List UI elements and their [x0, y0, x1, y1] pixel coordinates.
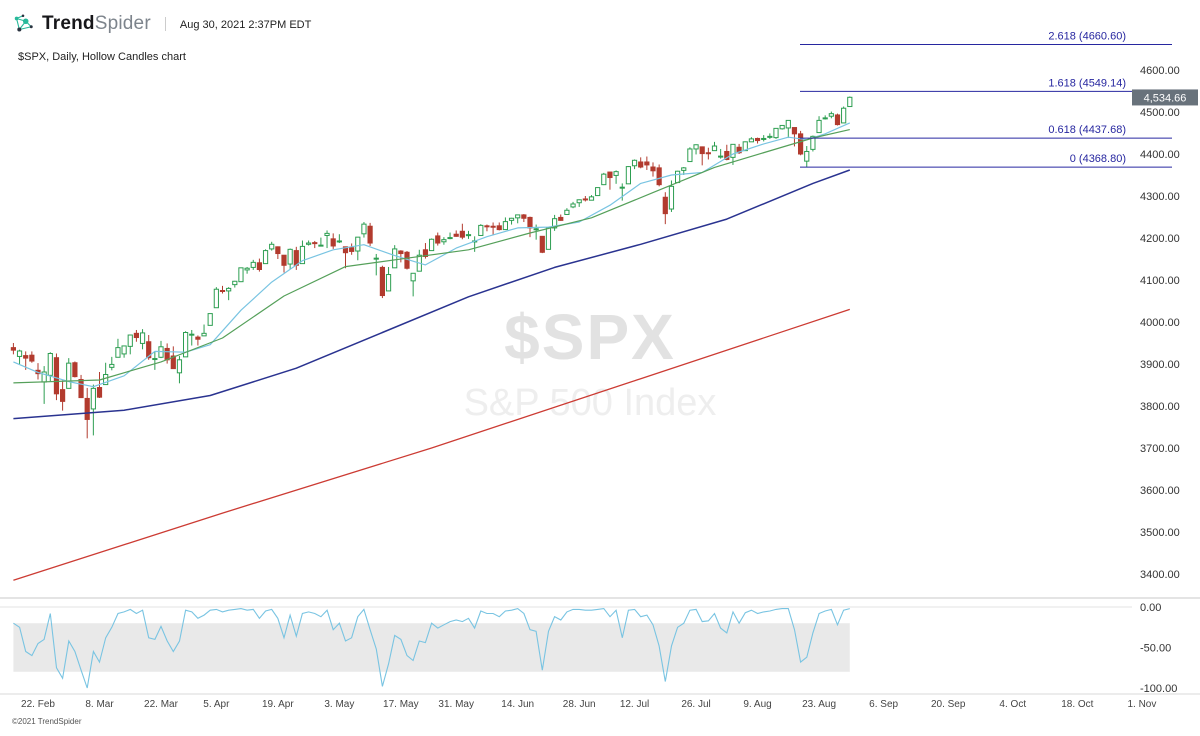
brand-spider: Spider	[94, 13, 151, 34]
ma-line-fast-sma	[13, 122, 851, 388]
date-axis-label: 6. Sep	[869, 699, 898, 710]
brand-name: TrendSpider	[42, 13, 151, 35]
fib-levels[interactable]: 2.618 (4660.60) 1.618 (4549.14) 0.618 (443…	[800, 31, 1172, 168]
fib-level-label: 0 (4368.80)	[1070, 153, 1126, 165]
date-axis-label: 9. Aug	[743, 699, 771, 710]
svg-text:4,534.66: 4,534.66	[1144, 92, 1187, 104]
price-axis-label: 4100.00	[1140, 275, 1180, 287]
price-axis-label: 4600.00	[1140, 65, 1180, 77]
price-axis-label: 4400.00	[1140, 149, 1180, 161]
price-axis-label: 3800.00	[1140, 401, 1180, 413]
fib-level-label: 2.618 (4660.60)	[1048, 31, 1126, 43]
date-axis-label: 17. May	[383, 699, 419, 710]
oscillator-axis-label: -100.00	[1140, 683, 1177, 695]
date-axis-label: 26. Jul	[681, 699, 710, 710]
date-axis-label: 31. May	[438, 699, 474, 710]
brand-trend: Trend	[42, 13, 95, 34]
panel-separators	[0, 597, 1200, 695]
fib-level-label: 1.618 (4549.14)	[1048, 77, 1126, 89]
trendspider-logo-icon	[14, 14, 33, 32]
date-axis-label: 20. Sep	[931, 699, 966, 710]
date-axis-label: 22. Mar	[144, 699, 179, 710]
chart-title: $SPX, Daily, Hollow Candles chart	[18, 51, 186, 63]
last-price-badge: 4,534.66	[1132, 89, 1198, 106]
price-axis-label: 3600.00	[1140, 485, 1180, 497]
date-axis-label: 14. Jun	[501, 699, 534, 710]
date-axis-label: 3. May	[324, 699, 354, 710]
date-axis-label: 5. Apr	[203, 699, 230, 710]
ma-line-sma-200	[13, 308, 851, 581]
watermark: $SPX S&P 500 Index	[290, 300, 890, 425]
header: TrendSpider Aug 30, 2021 2:37PM EDT	[12, 13, 311, 35]
oscillator-band	[13, 623, 850, 672]
price-axis-label: 3500.00	[1140, 527, 1180, 539]
date-axis-label: 19. Apr	[262, 699, 294, 710]
date-axis-label: 23. Aug	[802, 699, 836, 710]
date-axis-label: 1. Nov	[1127, 699, 1156, 710]
price-axis-label: 4000.00	[1140, 317, 1180, 329]
price-axis[interactable]: 4600.00 4500.00 4400.00 4300.00 4200.00 4100.…	[1140, 65, 1180, 695]
candles-layer	[10, 96, 853, 439]
header-divider	[164, 17, 166, 31]
date-axis-label: 4. Oct	[999, 699, 1026, 710]
oscillator-axis-label: 0.00	[1140, 602, 1161, 614]
price-axis-label: 3900.00	[1140, 359, 1180, 371]
watermark-symbol: $SPX	[504, 301, 676, 373]
oscillator-line	[13, 607, 850, 689]
date-axis-label: 28. Jun	[563, 699, 596, 710]
timestamp: Aug 30, 2021 2:37PM EDT	[179, 19, 312, 31]
copyright: ©2021 TrendSpider	[12, 717, 82, 726]
watermark-name: S&P 500 Index	[463, 382, 717, 424]
date-axis[interactable]: 22. Feb 8. Mar 22. Mar 5. Apr 19. Apr 3. May 1…	[21, 699, 1156, 710]
date-axis-label: 8. Mar	[85, 699, 114, 710]
price-axis-label: 4300.00	[1140, 191, 1180, 203]
ma-line-slow-sma	[13, 169, 851, 420]
fib-level-label: 0.618 (4437.68)	[1048, 124, 1126, 136]
price-axis-label: 3400.00	[1140, 569, 1180, 581]
price-axis-label: 4500.00	[1140, 107, 1180, 119]
date-axis-label: 12. Jul	[620, 699, 649, 710]
ma-line-mid-sma	[13, 129, 850, 384]
date-axis-label: 18. Oct	[1061, 699, 1093, 710]
price-axis-label: 4200.00	[1140, 233, 1180, 245]
oscillator-axis-label: -50.00	[1140, 643, 1171, 655]
price-axis-label: 3700.00	[1140, 443, 1180, 455]
date-axis-label: 22. Feb	[21, 699, 55, 710]
